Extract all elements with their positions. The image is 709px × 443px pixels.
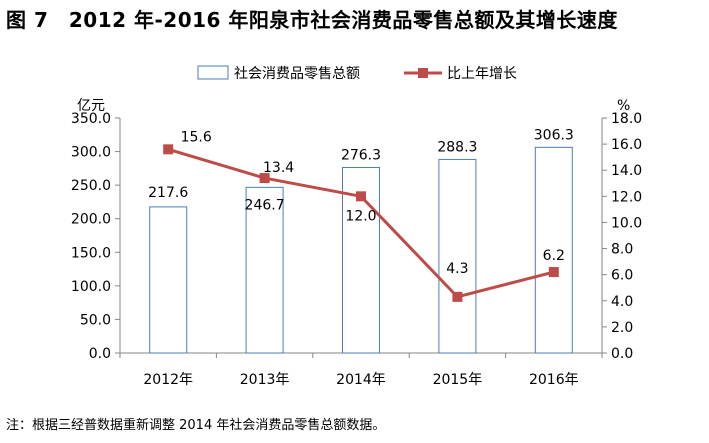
bar-data-label: 306.3 [534, 127, 574, 143]
bar [534, 146, 573, 354]
right-tick-label: 14.0 [611, 163, 642, 179]
right-tick-label: 12.0 [611, 189, 642, 205]
bar-data-label: 217.6 [148, 185, 188, 201]
right-tick-label: 6.0 [611, 268, 633, 284]
right-axis-title: % [617, 98, 630, 114]
left-tick-label: 300.0 [71, 145, 111, 161]
bar-data-label: 276.3 [341, 147, 381, 163]
x-tick-label: 2014年 [336, 372, 386, 388]
right-tick-label: 8.0 [611, 242, 633, 258]
left-tick-label: 350.0 [71, 111, 111, 127]
x-tick-label: 2015年 [433, 372, 483, 388]
left-axis-title: 亿元 [77, 98, 105, 114]
right-tick-label: 18.0 [611, 111, 642, 127]
x-tick-label: 2016年 [529, 372, 579, 388]
left-tick-label: 100.0 [71, 279, 111, 295]
right-tick-label: 0.0 [611, 346, 633, 362]
line-marker [356, 191, 366, 202]
bar [438, 158, 477, 354]
line-data-label: 13.4 [263, 160, 294, 176]
figure-title: 图 7 2012 年-2016 年阳泉市社会消费品零售总额及其增长速度 [6, 8, 618, 32]
line-data-label: 15.6 [181, 129, 212, 145]
x-tick-label: 2013年 [240, 372, 290, 388]
right-tick-label: 2.0 [611, 320, 633, 336]
bar-data-label: 288.3 [437, 139, 477, 155]
line-marker [548, 267, 559, 278]
line-marker [259, 173, 270, 184]
legend-bar-swatch [197, 65, 229, 80]
line-data-label: 6.2 [543, 248, 565, 264]
x-tick-label: 2012年 [143, 372, 193, 388]
bar [149, 206, 188, 354]
line-data-label: 12.0 [345, 208, 376, 224]
line-marker [452, 291, 463, 302]
right-tick-label: 16.0 [611, 137, 642, 153]
line-marker [163, 144, 174, 155]
line-data-label: 4.3 [446, 261, 468, 277]
left-tick-label: 200.0 [71, 212, 111, 228]
legend-line-label: 比上年增长 [447, 66, 517, 82]
left-tick-label: 150.0 [71, 245, 111, 261]
bar-data-label: 246.7 [245, 197, 285, 213]
legend-line-marker [418, 68, 428, 78]
bar [245, 186, 284, 354]
footnote: 注：根据三经普数据重新调整 2014 年社会消费品零售总额数据。 [6, 418, 386, 433]
right-tick-label: 4.0 [611, 294, 633, 310]
left-tick-label: 0.0 [89, 346, 111, 362]
left-tick-label: 50.0 [80, 312, 111, 328]
right-tick-label: 10.0 [611, 215, 642, 231]
legend-bar-label: 社会消费品零售总额 [234, 66, 360, 82]
left-tick-label: 250.0 [71, 178, 111, 194]
